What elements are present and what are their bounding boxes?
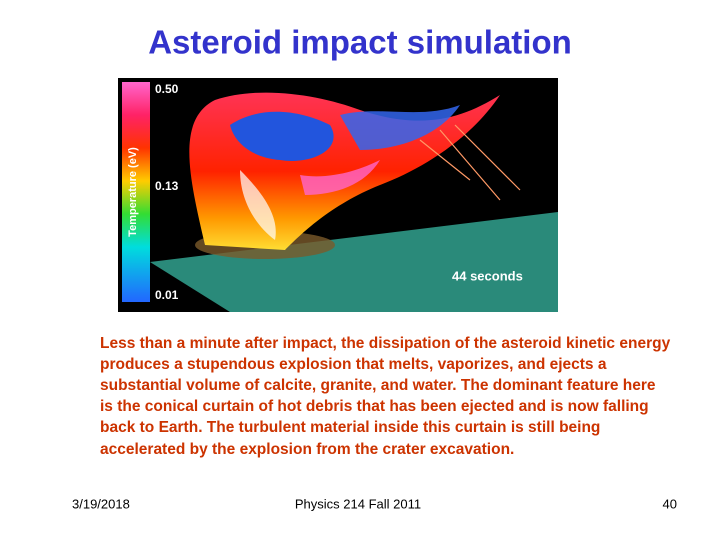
paragraph-line: back to Earth. The turbulent material in… xyxy=(100,419,600,436)
debris-streak xyxy=(240,170,276,240)
ground-plane xyxy=(150,212,558,312)
colorbar xyxy=(122,82,150,302)
paragraph-line: accelerated by the explosion from the cr… xyxy=(100,441,514,458)
colorbar-tick: 0.50 xyxy=(155,82,179,96)
footer-page: 40 xyxy=(663,496,677,511)
paragraph-line: produces a stupendous explosion that mel… xyxy=(100,356,607,373)
debris-patch xyxy=(340,105,460,150)
debris-streak xyxy=(300,160,380,195)
simulation-image: Temperature (eV) 0.50 0.13 0.01 44 secon… xyxy=(118,78,558,312)
slide-title: Asteroid impact simulation xyxy=(148,24,572,61)
debris-patch xyxy=(230,111,334,161)
paragraph-line: is the conical curtain of hot debris tha… xyxy=(100,398,649,415)
footer-date: 3/19/2018 xyxy=(72,496,130,511)
paragraph: Less than a minute after impact, the dis… xyxy=(100,335,671,458)
time-label: 44 seconds xyxy=(452,268,523,283)
colorbar-label: Temperature (eV) xyxy=(127,147,139,237)
debris-spray xyxy=(419,124,521,201)
colorbar-tick: 0.13 xyxy=(155,179,179,193)
footer-course: Physics 214 Fall 2011 xyxy=(295,496,421,511)
paragraph-line: substantial volume of calcite, granite, … xyxy=(100,377,656,394)
paragraph-line: Less than a minute after impact, the dis… xyxy=(100,335,671,352)
colorbar-tick: 0.01 xyxy=(155,288,179,302)
